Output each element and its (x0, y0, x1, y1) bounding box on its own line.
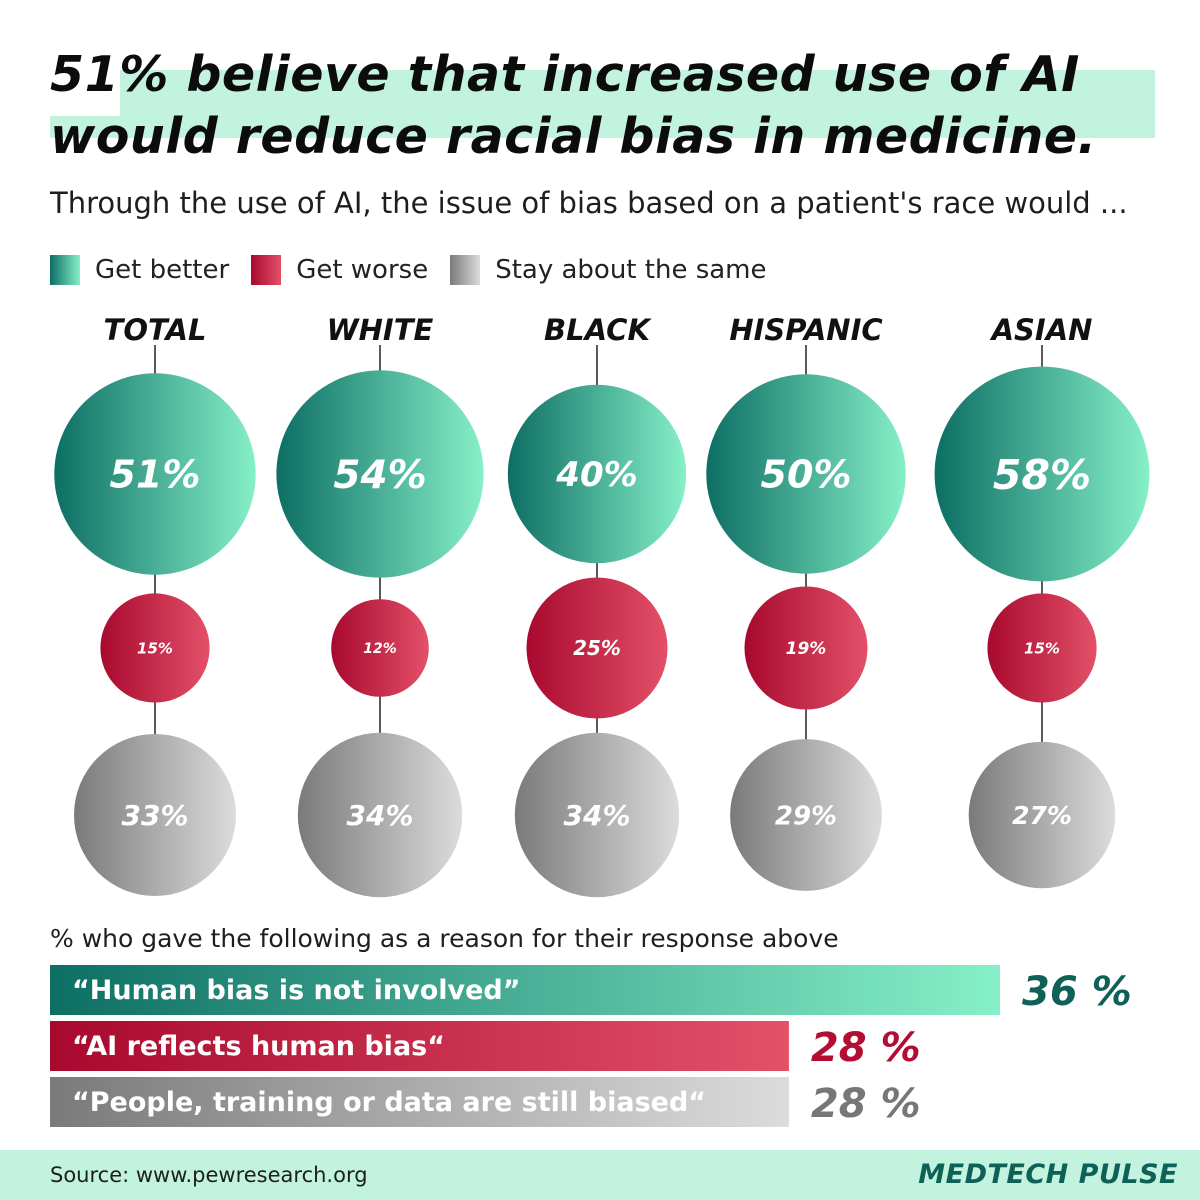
bubble-label-better-white: 54% (333, 453, 426, 498)
category-label-hispanic: HISPANIC (729, 313, 882, 347)
bubble-same-white (297, 732, 463, 898)
bubble-better-white (276, 370, 484, 578)
bubble-better-total (54, 373, 256, 575)
bubble-worse-hispanic (744, 586, 868, 710)
legend-item-get-better: Get better (50, 255, 229, 285)
legend-swatch-get-worse (251, 255, 282, 285)
category-label-black: BLACK (544, 313, 652, 347)
bubble-worse-total (100, 593, 210, 703)
bubble-same-total (74, 734, 236, 896)
reason-bar-label-3: “People, training or data are still bias… (72, 1087, 706, 1118)
bubble-label-worse-hispanic: 19% (786, 639, 827, 659)
bubble-same-asian (968, 741, 1116, 889)
bubble-label-same-black: 34% (563, 799, 630, 832)
bubble-label-better-hispanic: 50% (761, 453, 852, 497)
legend-label-get-better: Get better (95, 255, 230, 285)
category-label-white: WHITE (327, 313, 434, 347)
legend-swatch-stay-same (450, 255, 481, 285)
bubble-label-worse-asian: 15% (1024, 639, 1060, 657)
chart-legend: Get better Get worse Stay about the same (50, 252, 789, 288)
reasons-bar-chart: “Human bias is not involved” 36 % “AI refl… (50, 965, 1132, 1127)
brand-logo: MEDTECH PULSE (918, 1159, 1178, 1190)
legend-swatch-get-better (50, 255, 80, 285)
bubble-same-hispanic (730, 739, 882, 891)
bubble-label-better-black: 40% (555, 455, 637, 495)
reason-bar-value-2: 28 % (811, 1025, 921, 1071)
bubble-label-same-white: 34% (346, 799, 413, 832)
chart-subtitle: Through the use of AI, the issue of bias… (50, 186, 1128, 220)
category-label-total: TOTAL (104, 313, 207, 347)
bubble-better-black (507, 384, 687, 564)
reason-bar-label-2: “AI reflects human bias“ (72, 1031, 445, 1062)
legend-item-stay-same: Stay about the same (450, 255, 767, 285)
reasons-caption: % who gave the following as a reason for… (50, 924, 839, 953)
bubble-same-black (514, 732, 680, 898)
legend-item-get-worse: Get worse (251, 255, 428, 285)
reason-bar-3 (50, 1077, 789, 1127)
title-line-2: would reduce racial bias in medicine. (50, 108, 1097, 165)
category-label-asian: ASIAN (990, 313, 1093, 347)
reason-bar-label-1: “Human bias is not involved” (72, 975, 520, 1006)
bubble-better-hispanic (706, 374, 906, 574)
bubble-better-asian (934, 366, 1150, 582)
footer-bar: Source: www.pewresearch.org MEDTECH PULS… (0, 1150, 1200, 1200)
legend-label-stay-same: Stay about the same (495, 255, 767, 285)
bubble-label-same-total: 33% (121, 799, 188, 832)
bubble-worse-black (526, 577, 668, 719)
source-credit: Source: www.pewresearch.org (50, 1163, 368, 1187)
bubble-label-better-total: 51% (110, 453, 201, 497)
bubble-label-same-hispanic: 29% (775, 801, 837, 831)
bubble-label-worse-white: 12% (363, 641, 397, 657)
reason-bar-value-1: 36 % (1022, 969, 1132, 1015)
bubble-label-worse-black: 25% (573, 636, 621, 660)
title-highlight-lower (50, 116, 1155, 138)
page-title: 51% believe that increased use of AI wou… (50, 44, 1160, 168)
reason-bar-1 (50, 965, 1000, 1015)
reason-bar-2 (50, 1021, 789, 1071)
bubble-label-worse-total: 15% (137, 639, 173, 657)
bubble-chart: TOTAL 51% 15% 33% WHITE 54% 12% 34% BLACK 40% 25% 3… (54, 313, 1150, 898)
bubble-worse-asian (987, 593, 1097, 703)
bubble-worse-white (331, 599, 429, 697)
bubble-label-better-asian: 58% (993, 451, 1091, 499)
bubble-label-same-asian: 27% (1012, 801, 1072, 830)
legend-label-get-worse: Get worse (296, 255, 429, 285)
reason-bar-value-3: 28 % (811, 1081, 921, 1127)
title-line-1: 51% believe that increased use of AI (50, 46, 1080, 103)
